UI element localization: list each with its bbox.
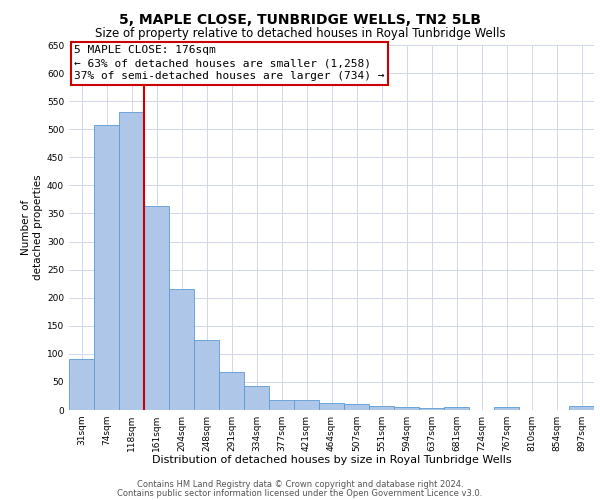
Bar [244,386,269,410]
Bar [269,400,294,410]
Bar [94,126,119,410]
Bar [144,206,169,410]
Text: Contains HM Land Registry data © Crown copyright and database right 2024.: Contains HM Land Registry data © Crown c… [137,480,463,489]
Bar [119,112,144,410]
Bar [569,406,594,410]
Bar [494,407,519,410]
Text: 5 MAPLE CLOSE: 176sqm
← 63% of detached houses are smaller (1,258)
37% of semi-d: 5 MAPLE CLOSE: 176sqm ← 63% of detached … [74,45,385,82]
Bar [169,290,194,410]
Text: Contains public sector information licensed under the Open Government Licence v3: Contains public sector information licen… [118,488,482,498]
Text: 5, MAPLE CLOSE, TUNBRIDGE WELLS, TN2 5LB: 5, MAPLE CLOSE, TUNBRIDGE WELLS, TN2 5LB [119,12,481,26]
Bar [319,404,344,410]
X-axis label: Distribution of detached houses by size in Royal Tunbridge Wells: Distribution of detached houses by size … [152,456,511,466]
Bar [294,400,319,410]
Bar [69,360,94,410]
Y-axis label: Number of
detached properties: Number of detached properties [21,174,43,281]
Bar [344,404,369,410]
Bar [419,408,444,410]
Bar [394,407,419,410]
Text: Size of property relative to detached houses in Royal Tunbridge Wells: Size of property relative to detached ho… [95,28,505,40]
Bar [219,372,244,410]
Bar [444,407,469,410]
Bar [369,406,394,410]
Bar [194,340,219,410]
